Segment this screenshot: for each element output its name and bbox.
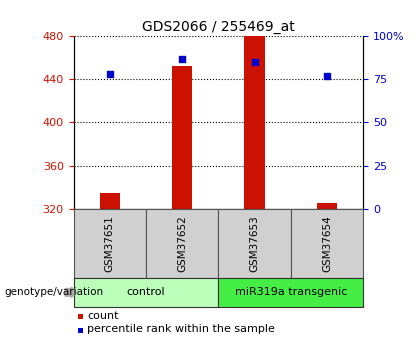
Bar	[291, 209, 363, 278]
Text: GSM37653: GSM37653	[249, 215, 260, 272]
Title: GDS2066 / 255469_at: GDS2066 / 255469_at	[142, 20, 295, 34]
Point	[251, 59, 258, 65]
Text: percentile rank within the sample: percentile rank within the sample	[87, 325, 275, 334]
Bar	[100, 193, 120, 209]
Text: genotype/variation: genotype/variation	[4, 287, 103, 297]
Bar	[244, 36, 265, 209]
Bar	[218, 278, 363, 307]
Bar	[317, 203, 337, 209]
Text: GSM37652: GSM37652	[177, 215, 187, 272]
Bar	[172, 66, 192, 209]
Bar	[74, 209, 146, 278]
Bar	[74, 278, 218, 307]
Bar	[218, 209, 291, 278]
Text: control: control	[127, 287, 165, 297]
Bar	[146, 209, 218, 278]
Text: GSM37651: GSM37651	[105, 215, 115, 272]
Text: count: count	[87, 311, 118, 321]
Point	[324, 73, 331, 79]
Point	[106, 71, 113, 77]
Point	[179, 56, 186, 61]
Text: GSM37654: GSM37654	[322, 215, 332, 272]
Text: miR319a transgenic: miR319a transgenic	[235, 287, 347, 297]
